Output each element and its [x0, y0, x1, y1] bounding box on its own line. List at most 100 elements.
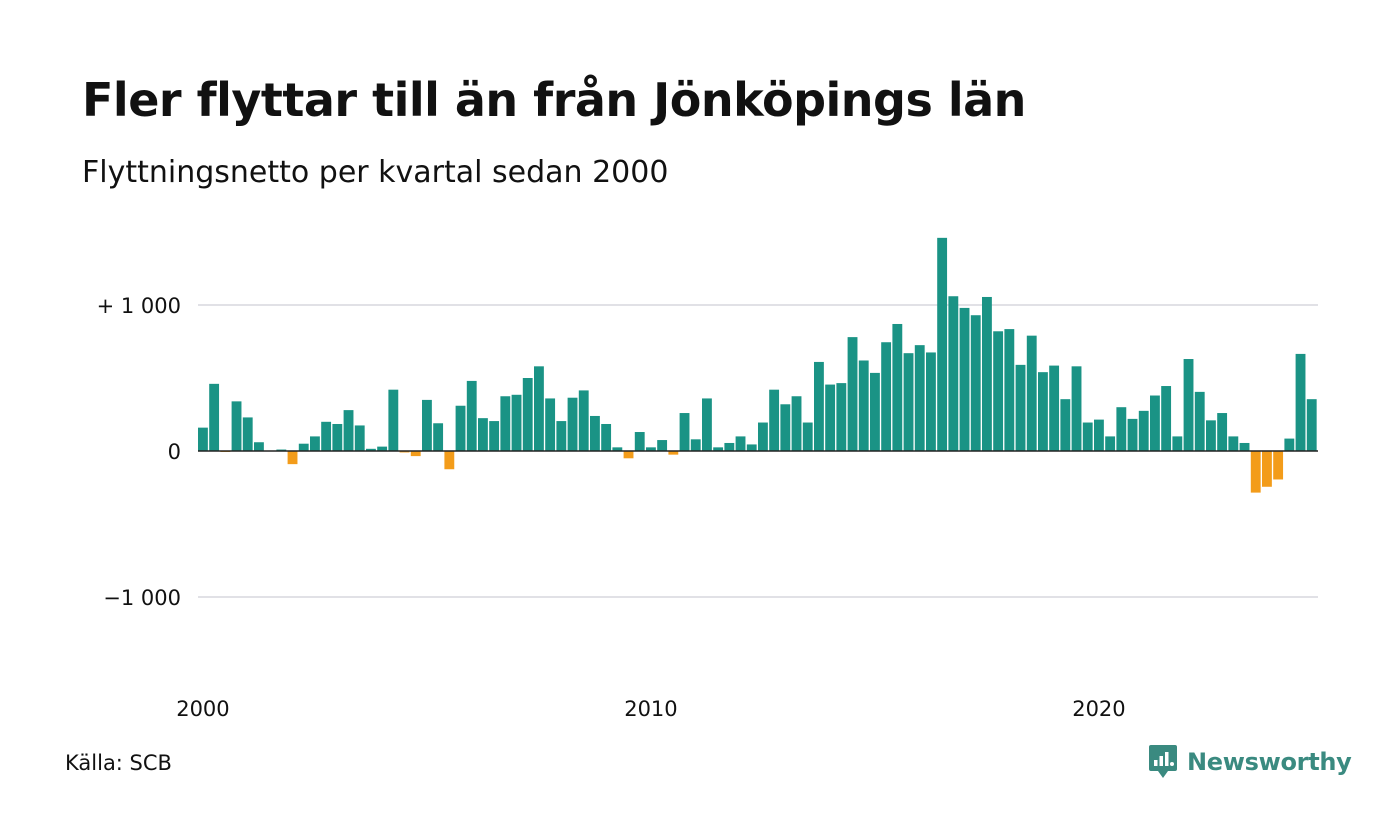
y-tick-label: −1 000: [103, 586, 181, 610]
bar: [1015, 364, 1026, 451]
bar: [657, 440, 668, 451]
bar: [1273, 451, 1284, 480]
bar: [1138, 410, 1149, 451]
bar: [1206, 420, 1216, 451]
bar: [522, 378, 533, 451]
bar: [254, 442, 264, 451]
bar: [1049, 365, 1060, 451]
bar: [422, 399, 432, 451]
bar: [310, 436, 320, 451]
bar: [534, 366, 544, 451]
bar: [1262, 451, 1272, 487]
bar: [825, 384, 836, 451]
bar: [926, 352, 936, 451]
x-tick-label: 2010: [624, 697, 677, 721]
bar: [802, 422, 813, 451]
bar: [478, 418, 488, 451]
bar: [724, 442, 735, 451]
bar: [242, 417, 253, 451]
bar: [668, 451, 679, 455]
bar: [466, 380, 477, 451]
bar: [332, 423, 343, 451]
bar: [690, 439, 701, 451]
bar: [758, 422, 768, 451]
bar: [343, 410, 354, 451]
bar: [388, 389, 399, 451]
brand-logo: Newsworthy: [1148, 744, 1352, 780]
bar: [1038, 372, 1048, 451]
bar: [1194, 391, 1205, 451]
bar: [444, 451, 455, 470]
bar: [287, 451, 298, 465]
bar: [377, 446, 388, 451]
bar: [1250, 451, 1261, 493]
bar: [1161, 386, 1172, 451]
bar: [903, 353, 914, 451]
bar: [1004, 329, 1015, 451]
bar: [1228, 436, 1239, 451]
chart-title: Fler flyttar till än från Jönköpings län: [82, 73, 1026, 127]
bar: [769, 389, 780, 451]
bar: [455, 405, 466, 451]
bar: [746, 444, 757, 451]
bar: [209, 383, 220, 451]
bar: [634, 432, 645, 451]
bar: [366, 448, 376, 451]
axes: + 1 000 0 −1 000 2000 2010 2020: [97, 294, 1318, 721]
bar: [892, 323, 903, 451]
bar: [1105, 436, 1116, 451]
bar: [735, 436, 746, 451]
bar: [1306, 399, 1317, 451]
bar: [858, 360, 869, 451]
bar: [881, 342, 892, 451]
x-tick-label: 2000: [176, 697, 229, 721]
bar: [702, 398, 712, 451]
bar: [791, 396, 802, 451]
brand-name: Newsworthy: [1187, 748, 1352, 776]
bar: [914, 345, 925, 451]
bars: [198, 237, 1317, 493]
bar: [489, 421, 500, 451]
bar: [511, 394, 522, 451]
bar: [1295, 353, 1306, 451]
bar: [847, 337, 858, 451]
grid-lines: [198, 304, 1318, 598]
bar: [1150, 395, 1160, 451]
bar: [814, 361, 824, 451]
bar: [500, 396, 511, 451]
bar: [578, 390, 589, 451]
bar: [679, 413, 690, 451]
bar: [1239, 442, 1250, 451]
bar: [556, 421, 567, 451]
bar: [545, 398, 556, 451]
bar: [959, 307, 970, 451]
bar: [590, 415, 600, 451]
bar: [937, 237, 948, 451]
bar: [198, 427, 208, 451]
y-tick-label: 0: [168, 440, 181, 464]
bar: [321, 421, 332, 451]
bar: [433, 423, 444, 451]
bar: [836, 383, 847, 451]
bar: [1284, 438, 1295, 451]
bar: [567, 397, 578, 451]
bar: [1183, 359, 1194, 451]
bar: [1026, 335, 1037, 451]
newsworthy-logo-icon: [1149, 745, 1177, 778]
bar: [1217, 413, 1228, 451]
bar: [612, 447, 623, 451]
bar: [1127, 418, 1138, 451]
bar: [1060, 399, 1071, 451]
bar: [970, 315, 981, 451]
source-note: Källa: SCB: [65, 751, 172, 775]
bar: [410, 451, 421, 457]
bar: [1172, 436, 1183, 451]
bar: [231, 401, 242, 451]
bar: [601, 423, 612, 451]
bar: [354, 425, 365, 451]
bar: [713, 447, 724, 451]
bar: [982, 296, 992, 451]
bar: [1094, 419, 1104, 451]
